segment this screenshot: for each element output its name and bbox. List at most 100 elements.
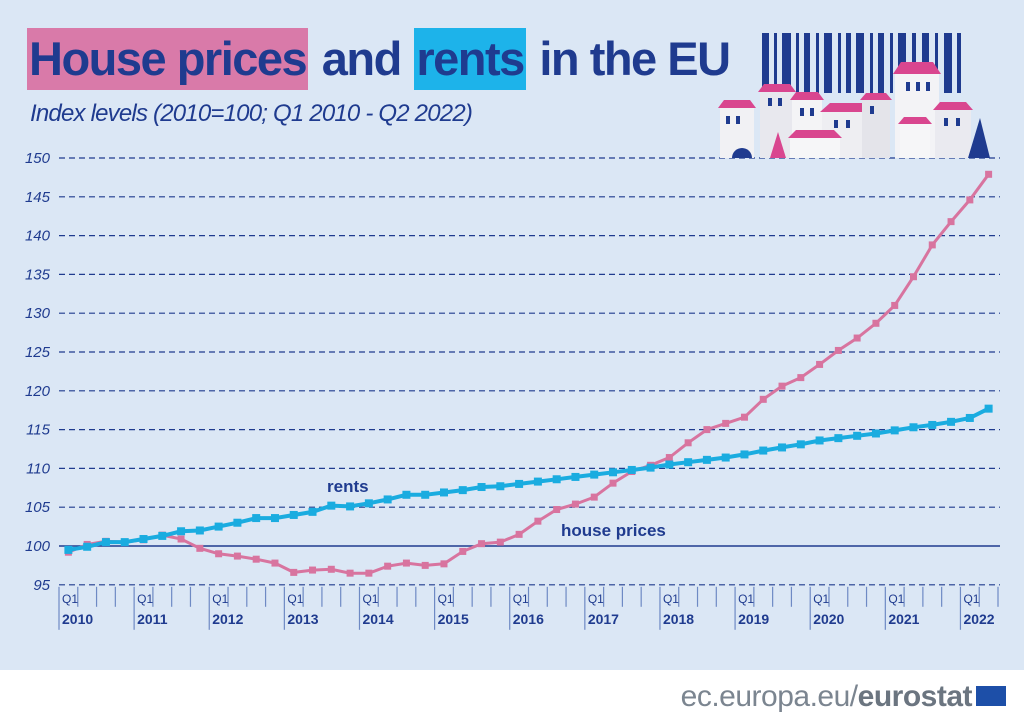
data-point [177,527,186,536]
data-point [158,531,167,540]
title-rents: rents [414,28,526,90]
footer-brand: eurostat [857,680,973,713]
y-tick-label: 125 [25,344,51,361]
title-house-prices: House prices [27,28,309,90]
data-point [778,382,786,390]
data-point [364,499,373,508]
data-point [872,319,880,327]
data-point [439,488,448,497]
data-point [928,241,936,249]
data-point [984,404,993,413]
data-point [308,507,317,516]
series-label-house-prices: house prices [561,521,666,540]
q1-label: Q1 [362,592,378,606]
y-tick-label: 130 [25,305,51,322]
data-point [365,569,373,577]
data-point [740,450,749,459]
data-point [101,538,110,547]
data-point [703,426,711,434]
data-point [590,470,599,479]
data-point [214,522,223,531]
data-point [609,468,618,477]
data-point [721,453,730,462]
data-point [590,493,598,501]
series-line [67,173,990,575]
data-point [496,482,505,491]
data-point [402,559,410,567]
x-year-label: 2022 [963,611,994,627]
data-point [196,544,204,552]
series-house-prices [64,170,993,577]
q1-label: Q1 [588,592,604,606]
data-point [740,413,748,421]
data-point [665,454,673,462]
eurostat-link[interactable]: ec.europa.eu/eurostat [680,680,973,714]
y-tick-label: 120 [25,383,51,400]
data-point [816,360,824,368]
data-point [947,417,956,426]
data-point [909,273,917,281]
data-point [383,495,392,504]
y-tick-label: 150 [25,150,51,167]
data-point [477,483,486,492]
data-point [252,555,260,563]
y-tick-label: 145 [25,189,51,206]
data-point [346,502,355,511]
data-point [553,506,561,514]
data-point [947,218,955,226]
q1-label: Q1 [663,592,679,606]
q1-label: Q1 [738,592,754,606]
y-tick-label: 115 [26,422,51,439]
data-point [64,545,73,554]
data-point [458,486,467,495]
data-point [215,550,223,558]
data-point [646,463,655,472]
line-chart: 95 100 105 110 115 120 125 130 135 140 145 150 Q1 201… [25,150,1000,630]
title-and: and [321,32,403,85]
chart-title: House prices and rents in the EU [27,28,732,90]
data-point [985,170,993,178]
data-point [440,560,448,568]
data-point [252,514,261,523]
footer: ec.europa.eu/eurostat [0,670,1024,724]
eu-flag-icon [976,686,1006,706]
x-year-label: 2016 [513,611,544,627]
data-point [327,501,336,510]
data-point [759,446,768,455]
data-point [384,562,392,570]
data-point [815,436,824,445]
x-year-label: 2014 [362,611,393,627]
q1-label: Q1 [212,592,228,606]
data-point [796,440,805,449]
q1-label: Q1 [963,592,979,606]
q1-label: Q1 [813,592,829,606]
x-year-label: 2017 [588,611,619,627]
q1-label: Q1 [513,592,529,606]
data-point [478,540,486,548]
data-point [496,538,504,546]
data-point [534,517,542,525]
q1-label: Q1 [287,592,303,606]
data-point [270,514,279,523]
q1-label: Q1 [438,592,454,606]
q1-label: Q1 [62,592,78,606]
data-point [665,460,674,469]
data-point [346,569,354,577]
data-point [759,395,767,403]
data-point [290,568,298,576]
data-point [309,566,317,574]
data-point [271,559,279,567]
series-label-rents: rents [327,477,369,496]
footer-site: ec.europa.eu/ [680,680,858,713]
data-point [853,334,861,342]
data-point [853,431,862,440]
q1-label: Q1 [888,592,904,606]
data-point [722,419,730,427]
data-point [402,490,411,499]
data-point [684,458,693,467]
data-point [966,196,974,204]
data-point [890,426,899,435]
chart-subtitle: Index levels (2010=100; Q1 2010 - Q2 202… [30,100,473,127]
x-year-label: 2021 [888,611,919,627]
data-point [552,475,561,484]
